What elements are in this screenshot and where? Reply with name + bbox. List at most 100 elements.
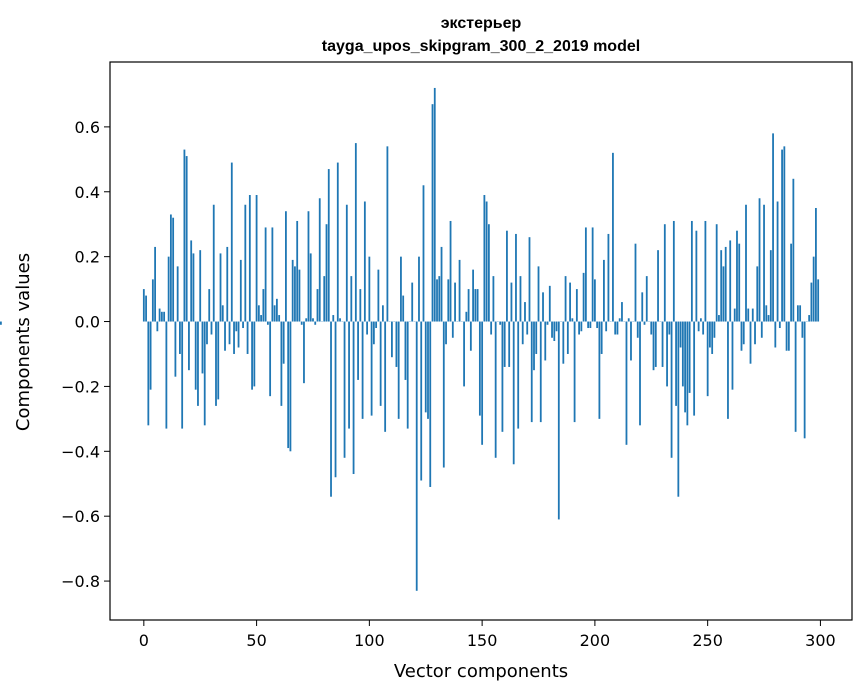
bar bbox=[357, 321, 359, 380]
bar bbox=[530, 321, 533, 423]
bar bbox=[616, 321, 619, 335]
bar bbox=[487, 224, 490, 322]
bar bbox=[246, 321, 249, 354]
bar bbox=[544, 321, 547, 361]
bar bbox=[142, 289, 145, 322]
bar bbox=[312, 318, 314, 322]
bar bbox=[251, 321, 253, 390]
x-tick-label: 0 bbox=[139, 631, 149, 650]
bar bbox=[253, 321, 256, 387]
bar bbox=[160, 311, 163, 322]
bar bbox=[718, 315, 720, 322]
y-tick-label: −0.8 bbox=[61, 572, 100, 591]
chart-subtitle: tayga_upos_skipgram_300_2_2019 model bbox=[322, 38, 640, 55]
bar bbox=[199, 250, 202, 322]
bar bbox=[442, 321, 445, 468]
bar bbox=[605, 321, 608, 332]
bar bbox=[404, 321, 407, 380]
bar bbox=[670, 321, 673, 458]
bar bbox=[751, 308, 754, 322]
bar bbox=[298, 269, 301, 322]
bar bbox=[431, 104, 434, 322]
bar bbox=[580, 321, 583, 332]
bar bbox=[578, 321, 580, 335]
bar bbox=[478, 321, 481, 416]
bar bbox=[596, 321, 599, 329]
bar bbox=[614, 321, 617, 335]
bar bbox=[391, 321, 393, 358]
y-tick-label: −0.6 bbox=[61, 507, 100, 526]
bar bbox=[663, 224, 666, 322]
x-axis-label: Vector components bbox=[394, 661, 568, 682]
bar bbox=[386, 146, 389, 322]
bar bbox=[354, 143, 357, 322]
x-tick-label: 200 bbox=[580, 631, 611, 650]
bar bbox=[760, 321, 763, 338]
bar bbox=[305, 318, 308, 322]
bar bbox=[368, 256, 371, 322]
bar bbox=[483, 195, 486, 322]
bar bbox=[188, 321, 190, 371]
bar bbox=[303, 321, 305, 384]
bar bbox=[185, 156, 188, 322]
bar bbox=[758, 198, 761, 322]
bar bbox=[679, 321, 682, 348]
bar bbox=[424, 321, 427, 413]
bar bbox=[169, 214, 172, 322]
bar bbox=[467, 289, 470, 322]
bar bbox=[167, 256, 170, 322]
bar bbox=[542, 292, 544, 322]
bar bbox=[503, 321, 506, 367]
bar bbox=[278, 315, 281, 322]
bar bbox=[352, 321, 355, 475]
bar bbox=[203, 321, 206, 426]
bar bbox=[309, 253, 312, 322]
bar bbox=[145, 295, 147, 322]
bar bbox=[702, 321, 705, 335]
bar bbox=[643, 321, 646, 325]
bar bbox=[334, 321, 337, 478]
bar bbox=[636, 321, 639, 338]
bar bbox=[652, 321, 655, 371]
bar bbox=[749, 321, 752, 364]
bar bbox=[512, 321, 515, 465]
bar bbox=[688, 321, 691, 393]
y-tick-label: 0.4 bbox=[75, 183, 100, 202]
bar bbox=[314, 321, 317, 325]
bar bbox=[697, 321, 700, 332]
bar bbox=[589, 321, 592, 329]
bar bbox=[165, 321, 168, 429]
y-tick-label: 0.6 bbox=[75, 118, 100, 137]
bar bbox=[296, 220, 299, 322]
bar bbox=[208, 289, 211, 322]
bar bbox=[654, 321, 657, 367]
bar bbox=[415, 321, 418, 591]
bar bbox=[661, 321, 664, 367]
bar bbox=[598, 321, 601, 419]
bar bbox=[808, 315, 811, 322]
bar bbox=[176, 266, 179, 322]
bar bbox=[699, 318, 702, 322]
bar bbox=[535, 321, 538, 354]
bar bbox=[215, 321, 217, 406]
bar bbox=[151, 279, 154, 322]
bar bbox=[715, 224, 718, 322]
bar bbox=[607, 233, 610, 322]
bar bbox=[727, 321, 729, 419]
bar bbox=[763, 204, 765, 322]
bar bbox=[510, 282, 513, 322]
bar bbox=[149, 321, 152, 390]
bar bbox=[621, 302, 623, 322]
bar bbox=[440, 246, 443, 322]
bar bbox=[454, 282, 456, 322]
bar bbox=[420, 321, 423, 481]
bar bbox=[366, 321, 368, 335]
bar bbox=[533, 321, 535, 371]
plot-frame bbox=[109, 61, 853, 621]
bar bbox=[666, 321, 668, 387]
bar bbox=[275, 298, 278, 322]
y-tick-label: −0.2 bbox=[61, 377, 100, 396]
bar bbox=[449, 220, 452, 322]
bar bbox=[411, 282, 414, 322]
